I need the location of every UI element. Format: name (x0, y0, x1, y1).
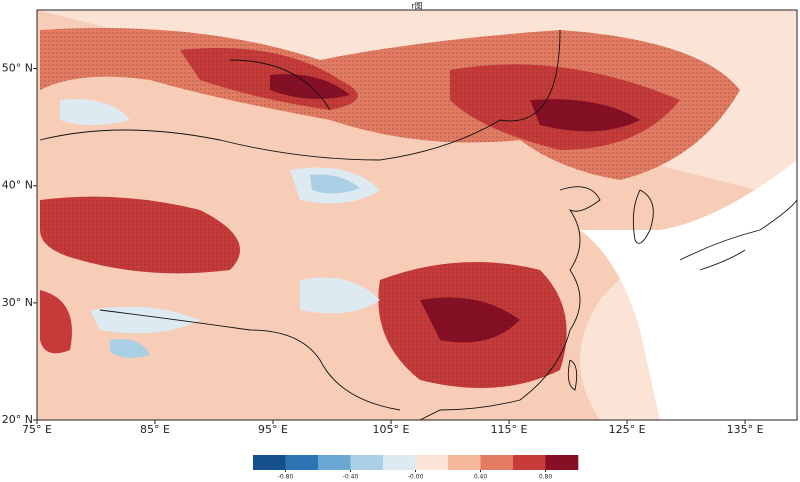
x-tick-label: 125° E (609, 423, 646, 436)
colorbar-swatch (415, 455, 449, 470)
title: r图 (411, 2, 422, 11)
colorbar-swatch (545, 455, 579, 470)
y-tick-label: 50° N (2, 62, 33, 75)
x-tick-label: 95° E (258, 423, 288, 436)
colorbar-swatch (285, 455, 319, 470)
colorbar-swatch (480, 455, 514, 470)
x-tick-label: 135° E (727, 423, 764, 436)
colorbar-tick-label: -0.80 (278, 474, 294, 481)
colorbar-swatch (318, 455, 351, 470)
field (37, 10, 797, 420)
colorbar-tick-label: 0.40 (474, 474, 488, 481)
y-tick-label: 40° N (2, 179, 33, 192)
x-tick-label: 115° E (491, 423, 528, 436)
colorbar-swatch (253, 455, 286, 470)
colorbar-swatch (513, 455, 546, 470)
colorbar-swatch (383, 455, 416, 470)
x-tick-label: 75° E (22, 423, 52, 436)
colorbar-tick-label: -0.00 (408, 474, 424, 481)
colorbar-swatch (448, 455, 481, 470)
y-tick-label: 30° N (2, 296, 33, 309)
colorbar-tick-label: 0.80 (539, 474, 553, 481)
x-tick-label: 85° E (140, 423, 170, 436)
y-tick-label: 20° N (2, 413, 33, 426)
map-frame (36, 9, 798, 421)
colorbar-swatch (350, 455, 384, 470)
colorbar-tick-label: -0.40 (343, 474, 359, 481)
x-tick-label: 105° E (373, 423, 410, 436)
